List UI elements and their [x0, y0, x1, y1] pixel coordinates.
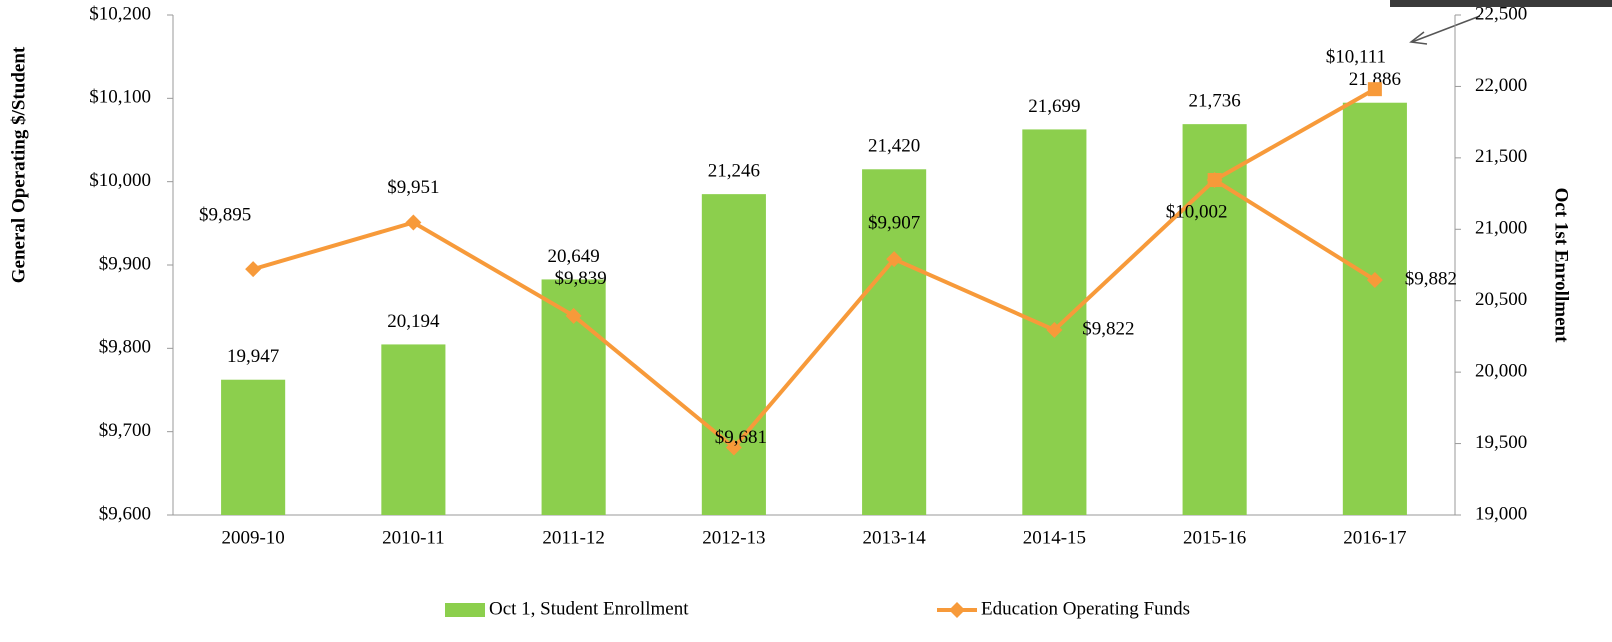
line-value-label: $10,111 [1326, 47, 1386, 68]
top-bar [1390, 0, 1612, 7]
y-axis-title: General Operating $/Student [8, 46, 29, 283]
bar-value-label: 21,886 [1349, 69, 1401, 90]
y-tick-label: $10,200 [89, 3, 151, 24]
y-tick-label: $9,900 [99, 253, 151, 274]
annotation-arrow [1411, 15, 1481, 43]
y2-tick-label: 19,000 [1475, 503, 1527, 524]
bar [1342, 102, 1407, 515]
y-tick-label: $10,000 [89, 170, 151, 191]
bar-value-label: 21,420 [868, 136, 920, 157]
y2-tick-label: 21,500 [1475, 146, 1527, 167]
line-marker [1366, 272, 1383, 288]
y2-tick-label: 21,000 [1475, 218, 1527, 239]
x-tick-label: 2011-12 [542, 527, 605, 548]
x-tick-label: 2012-13 [702, 527, 765, 548]
bar [381, 344, 446, 515]
y-tick-label: $9,600 [99, 503, 151, 524]
line [1213, 87, 1376, 182]
line-value-label: $9,839 [555, 268, 607, 289]
y-tick-label: $10,100 [89, 87, 151, 108]
bar-value-label: 20,194 [387, 311, 440, 332]
line-marker [886, 251, 903, 268]
arrow-head [1409, 31, 1428, 45]
line-value-label: $9,681 [715, 427, 767, 448]
legend-marker [949, 602, 965, 618]
y2-tick-label: 22,000 [1475, 75, 1527, 96]
y2-tick-label: 20,500 [1475, 289, 1527, 310]
line-marker [405, 214, 422, 231]
bar-value-label: 20,649 [548, 246, 600, 267]
legend-swatch [445, 603, 485, 617]
bar [1182, 124, 1247, 516]
line-value-label: $10,002 [1166, 201, 1228, 222]
line [252, 177, 1376, 451]
line-marker [565, 307, 582, 324]
line-marker [1367, 82, 1382, 97]
x-tick-label: 2014-15 [1023, 527, 1086, 548]
line-marker [245, 261, 262, 278]
x-tick-label: 2009-10 [221, 527, 284, 548]
x-tick-label: 2010-11 [382, 527, 445, 548]
x-tick-label: 2015-16 [1183, 527, 1246, 548]
line-value-label: $9,895 [199, 205, 251, 226]
line-marker [1207, 173, 1222, 187]
y2-axis-title: Oct 1st Enrollment [1551, 188, 1572, 343]
y-tick-label: $9,800 [99, 337, 151, 358]
bar [701, 194, 766, 515]
legend-label: Oct 1, Student Enrollment [489, 598, 689, 619]
bar [862, 169, 927, 516]
bar-value-label: 21,246 [708, 161, 760, 182]
line-value-label: $9,907 [868, 213, 920, 234]
x-tick-label: 2013-14 [862, 527, 926, 548]
bar [221, 379, 286, 515]
y2-tick-label: 20,000 [1475, 361, 1527, 382]
line-marker [1046, 322, 1063, 338]
line-value-label: $9,882 [1405, 268, 1457, 289]
line-value-label: $9,822 [1082, 318, 1134, 339]
x-tick-label: 2016-17 [1343, 527, 1406, 548]
y2-tick-label: 22,500 [1475, 3, 1527, 24]
line-value-label: $9,951 [387, 177, 439, 198]
y2-tick-label: 19,500 [1475, 432, 1527, 453]
bar-value-label: 21,736 [1189, 91, 1241, 112]
y-tick-label: $9,700 [99, 420, 151, 441]
bar-value-label: 21,699 [1028, 96, 1080, 117]
line-marker [725, 439, 742, 456]
bar-value-label: 19,947 [227, 346, 279, 367]
legend-label: Education Operating Funds [981, 598, 1190, 619]
